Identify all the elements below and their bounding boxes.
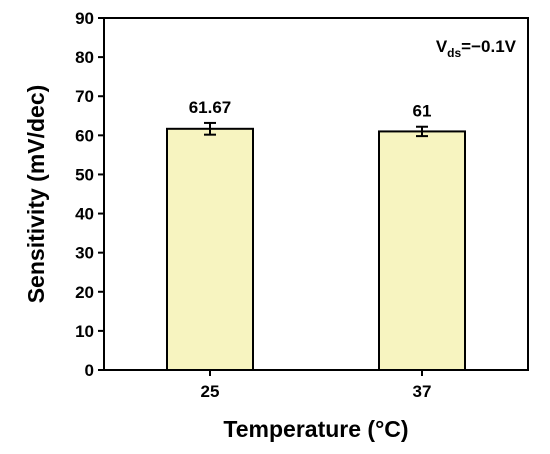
y-axis-ticks: 0 10 20 30 40 50 60 70 80 90 [75,9,104,380]
y-tick-label: 50 [75,165,94,184]
bars-group [166,127,466,371]
bar-25 [166,127,254,371]
y-tick-label: 90 [75,9,94,28]
x-tick-label-25: 25 [201,382,220,401]
y-tick-label: 30 [75,244,94,263]
y-tick-label: 60 [75,126,94,145]
y-tick-label: 40 [75,205,94,224]
y-tick-label: 70 [75,87,94,106]
x-axis-ticks: 25 37 [201,370,432,401]
plot-frame [103,17,529,371]
vds-annotation: Vds=−0.1V [436,37,517,60]
x-axis-title: Temperature (°C) [223,416,408,442]
y-tick-label: 80 [75,48,94,67]
annotation-main: V [436,37,448,56]
annotation-value: =−0.1V [461,37,516,56]
error-bars-group [204,121,428,138]
bar-37 [378,130,466,371]
data-label-25: 61.67 [189,98,232,117]
x-tick-label-37: 37 [413,382,432,401]
data-labels-group: 61.67 61 [189,98,432,121]
y-tick-label: 10 [75,322,94,341]
y-tick-label: 20 [75,283,94,302]
annotation-subscript: ds [447,46,461,60]
data-label-37: 61 [413,102,432,121]
y-axis-title: Sensitivity (mV/dec) [23,85,49,304]
y-tick-label: 0 [85,361,94,380]
